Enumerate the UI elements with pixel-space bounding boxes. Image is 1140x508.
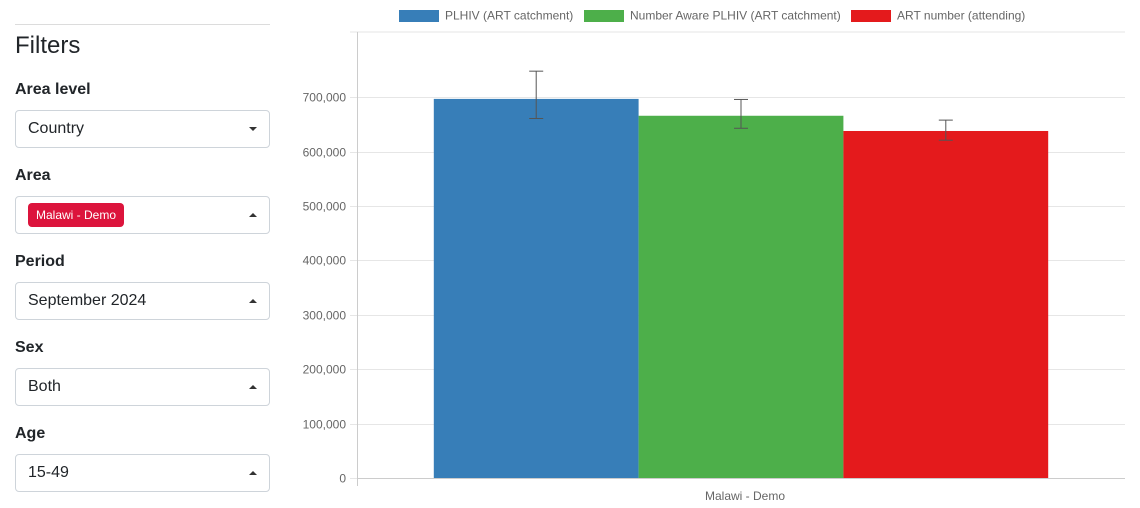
caret-down-icon xyxy=(249,127,257,131)
legend-label: Number Aware PLHIV (ART catchment) xyxy=(630,9,841,23)
period-label: Period xyxy=(15,253,65,270)
caret-up-icon xyxy=(249,213,257,217)
bar xyxy=(433,98,639,479)
y-tick-label: 400,000 xyxy=(303,254,347,268)
age-value: 15-49 xyxy=(28,464,69,481)
y-tick-label: 200,000 xyxy=(303,363,347,377)
area-level-label: Area level xyxy=(15,81,91,98)
period-value: September 2024 xyxy=(28,292,147,309)
legend-label: ART number (attending) xyxy=(897,9,1025,23)
caret-up-icon xyxy=(249,471,257,475)
bar-chart: 0 100,000 200,000 300,000 400,000 500,000 600,… xyxy=(303,9,1125,503)
y-tick-label: 500,000 xyxy=(303,200,347,214)
bar xyxy=(843,130,1049,479)
caret-up-icon xyxy=(249,299,257,303)
caret-up-icon xyxy=(249,385,257,389)
sex-select[interactable]: Both xyxy=(15,368,270,406)
period-select[interactable]: September 2024 xyxy=(15,282,270,320)
age-label: Age xyxy=(15,425,46,442)
legend-swatch xyxy=(399,10,439,22)
filters-sidebar: Filters Area level Country Area Malawi -… xyxy=(15,0,270,508)
y-tick-label: 0 xyxy=(339,472,346,486)
legend-swatch xyxy=(851,10,891,22)
x-tick-label: Malawi - Demo xyxy=(705,489,785,503)
filters-title: Filters xyxy=(15,32,81,59)
chart-panel: 0 100,000 200,000 300,000 400,000 500,000 600,… xyxy=(290,0,1140,508)
y-tick-label: 100,000 xyxy=(303,418,347,432)
legend-label: PLHIV (ART catchment) xyxy=(445,9,573,23)
y-tick-label: 700,000 xyxy=(303,91,347,105)
legend-swatch xyxy=(584,10,624,22)
area-label: Area xyxy=(15,167,51,184)
bar xyxy=(638,115,844,478)
sidebar-divider xyxy=(15,24,270,25)
sex-label: Sex xyxy=(15,339,44,356)
area-tag[interactable]: Malawi - Demo xyxy=(28,203,125,227)
age-select[interactable]: 15-49 xyxy=(15,454,270,492)
area-level-select[interactable]: Country xyxy=(15,110,270,148)
sex-value: Both xyxy=(28,378,61,395)
y-tick-label: 300,000 xyxy=(303,309,347,323)
y-tick-label: 600,000 xyxy=(303,146,347,160)
area-level-value: Country xyxy=(28,120,85,137)
area-select[interactable]: Malawi - Demo xyxy=(15,196,270,234)
